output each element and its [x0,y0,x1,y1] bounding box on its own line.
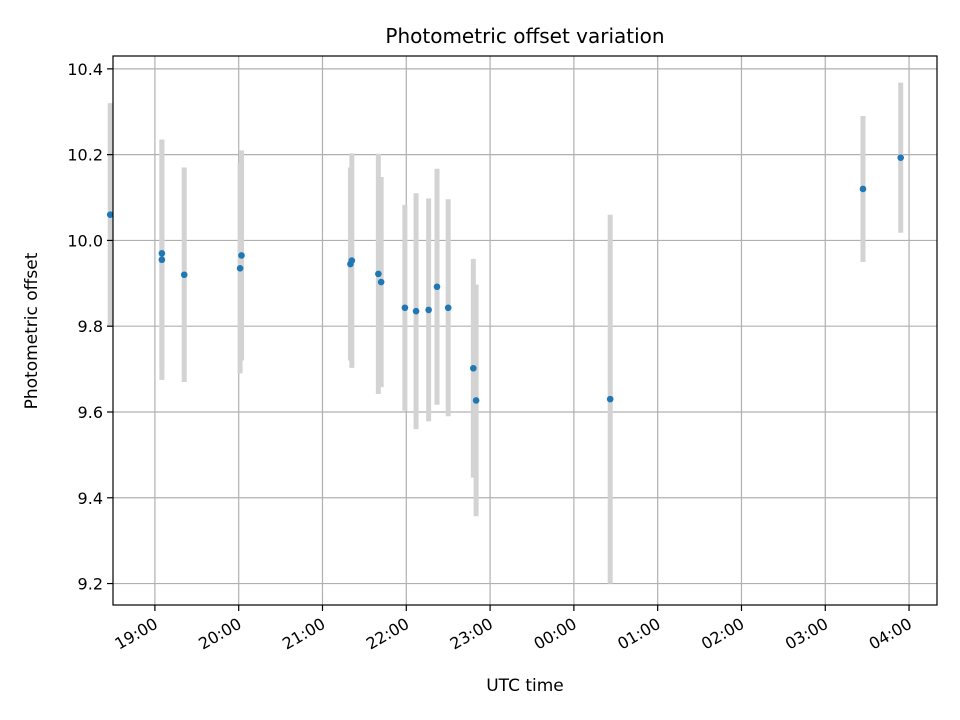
data-points [106,154,904,404]
chart-title: Photometric offset variation [385,24,664,48]
y-tick-label: 9.8 [78,317,103,336]
data-point [425,306,432,314]
data-point [606,395,614,403]
data-point [158,249,166,257]
y-tick-label: 9.4 [78,489,103,508]
y-tick-label: 10.4 [67,60,103,79]
data-point [236,265,244,272]
data-point [472,397,480,404]
y-tick-label: 9.2 [78,575,103,594]
data-point [377,278,385,286]
x-axis-label: UTC time [486,676,564,696]
data-point [180,271,188,279]
y-tick-label: 10.0 [67,231,103,250]
data-point [444,304,452,312]
grid [113,56,937,605]
y-tick-label: 10.2 [67,146,103,165]
data-point [375,270,382,278]
data-point [412,307,420,315]
plot-area-frame [112,55,938,606]
data-point [470,364,477,372]
y-axis-label: Photometric offset [22,252,42,409]
data-point [348,257,356,264]
y-tick-label: 9.6 [78,403,103,422]
data-point [897,154,904,161]
data-point [158,256,166,264]
data-point [106,211,114,218]
data-point [238,252,245,259]
data-point [859,185,867,193]
data-point [433,283,441,291]
data-point [401,304,409,312]
